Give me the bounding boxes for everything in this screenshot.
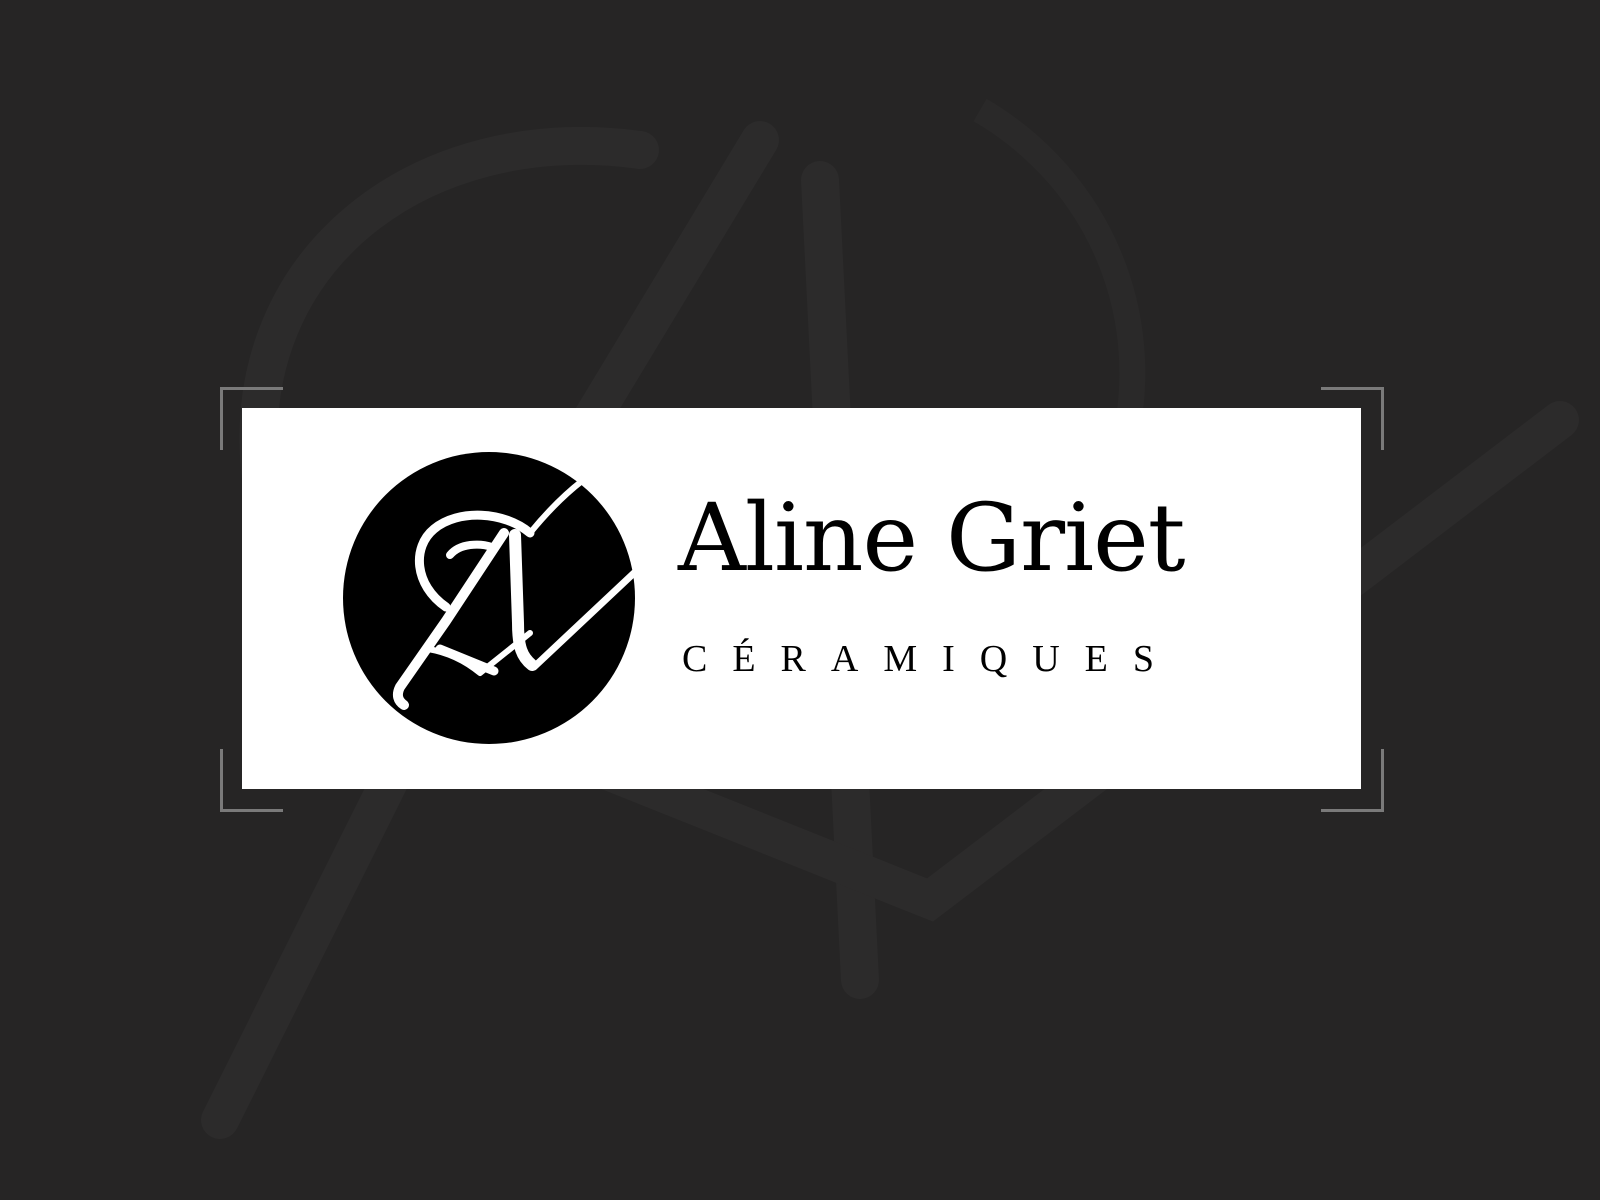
frame-corner-bottom-left	[220, 749, 283, 812]
frame-corner-bottom-right	[1321, 749, 1384, 812]
frame-corner-top-left	[220, 387, 283, 450]
circle-monogram-a-icon	[343, 452, 636, 744]
brand-subtitle: CÉRAMIQUES	[682, 638, 1180, 680]
frame-corner-top-right	[1321, 387, 1384, 450]
logo-card: Aline Griet CÉRAMIQUES	[242, 408, 1361, 789]
brand-name: Aline Griet	[678, 484, 1186, 593]
